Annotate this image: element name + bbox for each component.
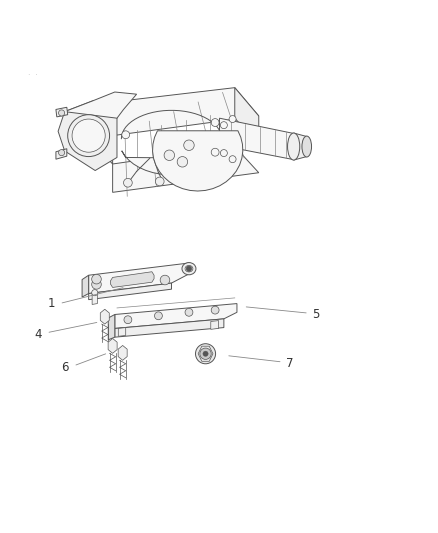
Text: .  .: . . [28, 68, 38, 77]
Circle shape [184, 140, 194, 150]
Circle shape [58, 110, 64, 116]
Polygon shape [234, 87, 258, 144]
Text: 5: 5 [311, 308, 318, 321]
Circle shape [124, 316, 131, 324]
Circle shape [92, 289, 98, 296]
Polygon shape [58, 101, 117, 171]
Polygon shape [113, 147, 258, 192]
Polygon shape [88, 263, 188, 294]
Circle shape [220, 122, 227, 128]
Polygon shape [293, 133, 306, 160]
Ellipse shape [184, 265, 192, 272]
Polygon shape [82, 275, 88, 297]
Polygon shape [118, 345, 127, 360]
Polygon shape [100, 309, 109, 324]
Polygon shape [110, 272, 154, 287]
Text: 6: 6 [61, 361, 68, 374]
Polygon shape [118, 328, 125, 336]
Polygon shape [86, 105, 113, 164]
Circle shape [220, 150, 227, 157]
Polygon shape [115, 319, 223, 337]
Polygon shape [219, 118, 293, 159]
Circle shape [121, 131, 129, 139]
Ellipse shape [287, 133, 299, 160]
Circle shape [195, 344, 215, 364]
Circle shape [123, 179, 132, 187]
Polygon shape [86, 87, 258, 135]
Polygon shape [152, 131, 242, 191]
Circle shape [67, 115, 110, 157]
Circle shape [92, 274, 101, 284]
Polygon shape [56, 107, 67, 117]
Circle shape [199, 348, 211, 359]
Polygon shape [121, 140, 223, 175]
Circle shape [155, 177, 164, 186]
Text: 7: 7 [285, 357, 293, 370]
Ellipse shape [182, 263, 195, 275]
Circle shape [202, 351, 208, 357]
Circle shape [164, 150, 174, 160]
Circle shape [177, 157, 187, 167]
Circle shape [184, 309, 192, 316]
Circle shape [186, 266, 191, 271]
Polygon shape [108, 338, 117, 353]
Polygon shape [64, 92, 136, 118]
Text: 4: 4 [35, 328, 42, 341]
Polygon shape [210, 320, 218, 329]
Circle shape [160, 275, 170, 285]
Polygon shape [92, 292, 97, 304]
Circle shape [211, 306, 219, 314]
Polygon shape [88, 283, 171, 300]
Circle shape [92, 280, 101, 289]
Ellipse shape [301, 136, 311, 157]
Circle shape [211, 119, 219, 126]
Circle shape [229, 116, 236, 123]
Circle shape [211, 148, 219, 156]
Circle shape [154, 312, 162, 320]
Polygon shape [115, 304, 237, 328]
Text: 1: 1 [48, 297, 55, 310]
Polygon shape [56, 149, 67, 159]
Polygon shape [108, 314, 115, 340]
Circle shape [72, 119, 105, 152]
Circle shape [229, 156, 236, 163]
Circle shape [58, 150, 64, 156]
